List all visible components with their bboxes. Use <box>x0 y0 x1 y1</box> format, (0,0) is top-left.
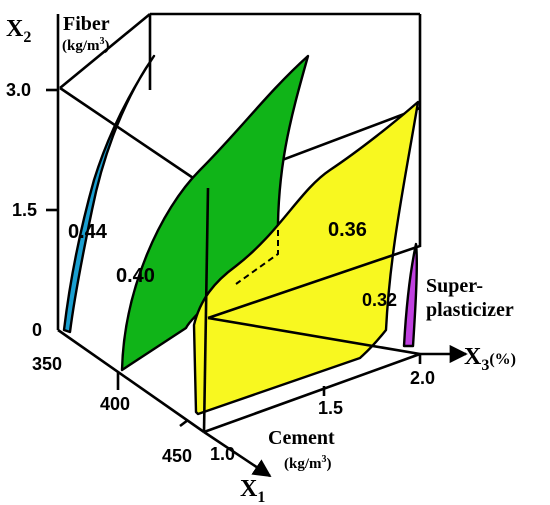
x1-axis-unit: (kg/m3) <box>284 454 332 472</box>
contour-surface-044 <box>62 54 156 334</box>
x1-axis-symbol: X1 <box>240 476 265 505</box>
x2-tick-label-3: 3.0 <box>6 80 31 100</box>
x1-tick-label-400: 400 <box>100 394 130 414</box>
x3-axis-line <box>207 14 422 320</box>
x2-tick-label-1: 1.5 <box>12 200 37 220</box>
x3-axis-name-line1: Super- <box>426 275 483 297</box>
contour-label-032: 0.32 <box>362 290 397 310</box>
floor-back-edge <box>207 316 421 356</box>
x3-tick-label-10: 1.0 <box>210 444 235 464</box>
contour-surface-036 <box>192 100 420 416</box>
x3-axis-symbol: X3(%) <box>464 344 516 374</box>
x1-tick-450 <box>179 418 189 428</box>
x1-axis-arrow <box>203 430 272 478</box>
x3-tick-label-15: 1.5 <box>318 398 343 418</box>
x3-axis-name-line2: plasticizer <box>426 299 514 321</box>
floor-right-edge <box>203 352 421 434</box>
x3-tick-label-20: 2.0 <box>410 368 435 388</box>
x1-axis-line <box>57 328 205 434</box>
front-vertical-edge <box>202 187 210 433</box>
x1-tick-label-450: 450 <box>162 446 192 466</box>
x2-axis-name: Fiber <box>63 13 110 35</box>
x2-axis-unit: (kg/m3) <box>62 36 110 54</box>
contour-label-044: 0.44 <box>68 221 108 243</box>
back-top-edge-left <box>59 12 151 90</box>
x1-axis-name: Cement <box>268 427 335 449</box>
contour-label-036: 0.36 <box>328 219 367 241</box>
contour-label-040: 0.40 <box>116 265 155 287</box>
x1-tick-label-350: 350 <box>32 354 62 374</box>
x2-tick-label-0: 0 <box>32 320 42 340</box>
x2-axis-symbol: X2 <box>6 16 31 46</box>
inner-top-edge <box>59 86 209 190</box>
contour-surface-032 <box>402 242 419 348</box>
hidden-contour-dashes <box>235 230 279 285</box>
